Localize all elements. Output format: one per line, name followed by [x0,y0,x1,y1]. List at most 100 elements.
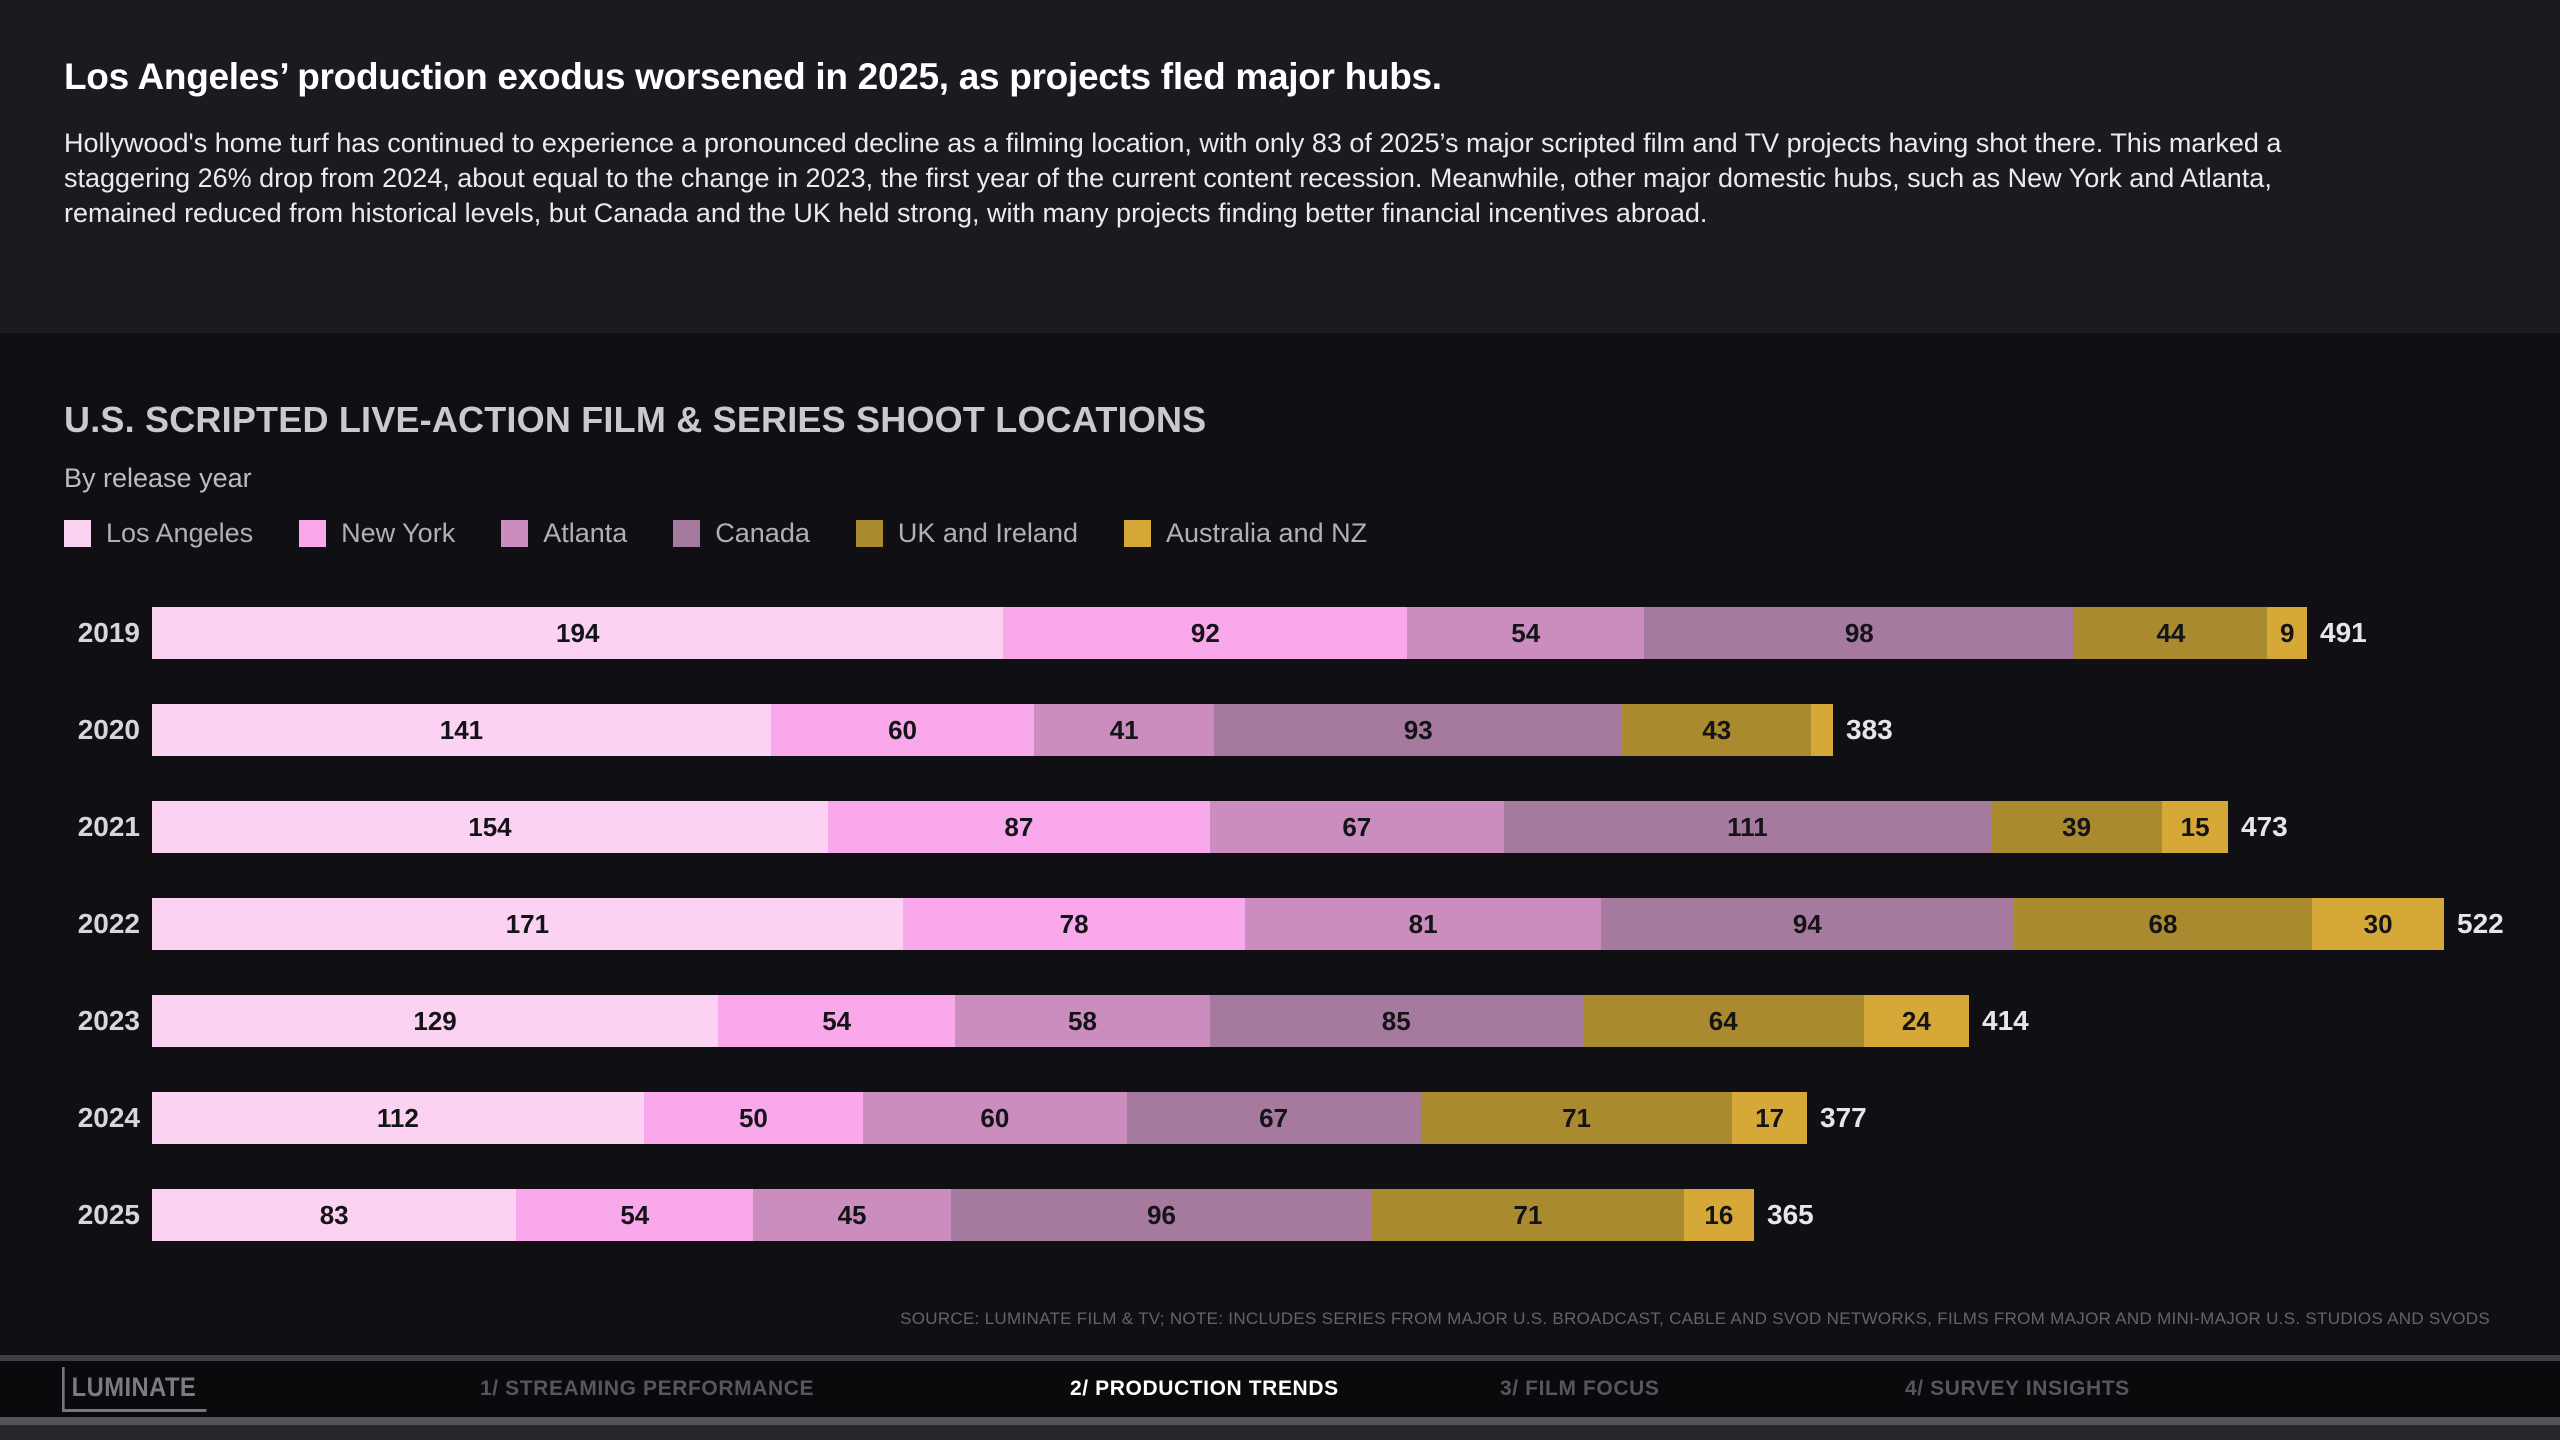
nav-item-3[interactable]: 3/ FILM FOCUS [1500,1377,1660,1400]
bar-segment: 67 [1126,1092,1421,1144]
bar-row: 2020 141 60 41 93 43 383 [64,704,2560,756]
stacked-bar: 194 92 54 98 44 9 [152,607,2307,659]
bar-segment: 54 [1407,607,1645,659]
bar-segment: 54 [516,1189,754,1241]
segment-value: 54 [822,1005,852,1036]
segment-value: 98 [1844,617,1874,648]
segment-value: 9 [2280,617,2295,648]
segment-value: 83 [319,1199,349,1230]
bar-segment: 39 [1991,801,2163,853]
segment-value: 68 [2148,908,2178,939]
chart-title: U.S. SCRIPTED LIVE-ACTION FILM & SERIES … [64,399,1207,440]
segment-value: 71 [1513,1199,1543,1230]
segment-value: 129 [413,1005,457,1036]
segment-value: 71 [1562,1102,1591,1133]
bar-segment: 45 [753,1189,951,1241]
bar-segment: 43 [1622,704,1812,756]
legend-swatch-icon [64,520,91,547]
segment-value: 41 [1109,714,1139,745]
stacked-bar: 154 87 67 111 39 15 [152,801,2228,853]
segment-value: 15 [2180,811,2210,842]
segment-value: 44 [2156,617,2186,648]
bar-segment: 58 [955,995,1210,1047]
bar-row: 2024 112 50 60 67 71 17 377 [64,1092,2560,1144]
bar-row: 2025 83 54 45 96 71 16 365 [64,1189,2560,1241]
bar-segment: 50 [643,1092,864,1144]
legend-swatch-icon [501,520,529,547]
year-label: 2020 [77,714,140,745]
segment-value: 154 [468,811,512,842]
chart-subtitle: By release year [64,463,252,493]
legend: Los Angeles New York Atlanta Canada UK and I… [64,518,2560,549]
row-total: 365 [1767,1199,1814,1230]
bar-segment: 44 [2074,607,2268,659]
segment-value: 64 [1708,1005,1738,1036]
nav-item-1[interactable]: 1/ STREAMING PERFORMANCE [480,1377,815,1400]
bar-segment: 68 [2013,898,2313,950]
segment-value: 60 [980,1102,1010,1133]
legend-item: New York [299,518,455,549]
year-label: 2024 [77,1102,140,1133]
segment-value: 93 [1403,714,1433,745]
legend-item: UK and Ireland [855,518,1078,549]
stacked-bar: 129 54 58 85 64 24 [152,995,1970,1047]
segment-value: 141 [439,714,484,745]
segment-value: 54 [1511,617,1541,648]
segment-value: 45 [837,1199,867,1230]
row-total: 491 [2320,617,2367,648]
legend-label: Atlanta [543,518,628,548]
bar-segment: 81 [1245,898,1601,950]
bar-rows: 2019 194 92 54 98 44 9 491 2020 141 60 41 93 43 383 202… [64,607,2560,1241]
bar-segment: 96 [950,1189,1373,1241]
legend-item: Australia and NZ [1123,518,1367,549]
legend-item: Atlanta [501,518,627,549]
bar-segment: 129 [152,995,719,1047]
bar-row: 2022 171 78 81 94 68 30 522 [64,898,2560,950]
segment-value: 43 [1702,714,1732,745]
bar-segment: 64 [1582,995,1864,1047]
headline: Los Angeles’ production exodus worsened … [64,56,1442,97]
bar-segment: 16 [1683,1189,1754,1241]
stacked-bar: 112 50 60 67 71 17 [152,1092,1807,1144]
bar-segment: 141 [152,704,771,756]
segment-value: 96 [1147,1199,1176,1230]
legend-label: New York [341,518,456,548]
segment-value: 194 [556,617,600,648]
bar-segment: 111 [1503,801,1991,853]
chart-section: U.S. SCRIPTED LIVE-ACTION FILM & SERIES … [0,333,2560,1355]
segment-value: 87 [1004,811,1034,842]
stacked-bar: 83 54 45 96 71 16 [152,1189,1754,1241]
bar-segment: 60 [863,1092,1127,1144]
legend-swatch-icon [1123,520,1151,547]
bar-segment: 15 [2162,801,2228,853]
legend-item: Canada [673,518,810,549]
segment-value: 50 [738,1102,768,1133]
bar-row: 2019 194 92 54 98 44 9 491 [64,607,2560,659]
segment-value: 30 [2363,908,2393,939]
luminate-logo: LUMINATE [62,1366,207,1412]
year-label: 2022 [77,908,140,939]
legend-swatch-icon [299,520,327,547]
segment-value: 24 [1901,1005,1931,1036]
bar-segment: 78 [902,898,1246,950]
bar-segment: 94 [1600,898,2014,950]
bar-segment: 17 [1732,1092,1807,1144]
bar-segment: 71 [1372,1189,1684,1241]
bar-segment: 41 [1034,704,1215,756]
bar-segment: 83 [152,1189,517,1241]
bar-segment: 87 [827,801,1210,853]
segment-value: 67 [1342,811,1372,842]
legend-label: Los Angeles [106,518,254,548]
stacked-bar: 171 78 81 94 68 30 [152,898,2444,950]
bar-segment [1811,704,1834,756]
bar-row: 2023 129 54 58 85 64 24 414 [64,995,2560,1047]
legend-label: UK and Ireland [897,518,1078,548]
row-total: 473 [2241,811,2288,842]
legend-item: Los Angeles [64,518,253,549]
nav-item-4[interactable]: 4/ SURVEY INSIGHTS [1905,1377,2130,1400]
legend-swatch-icon [855,520,883,547]
nav-item-2[interactable]: 2/ PRODUCTION TRENDS [1070,1377,1339,1400]
bar-segment: 60 [770,704,1035,756]
row-total: 377 [1820,1102,1867,1133]
